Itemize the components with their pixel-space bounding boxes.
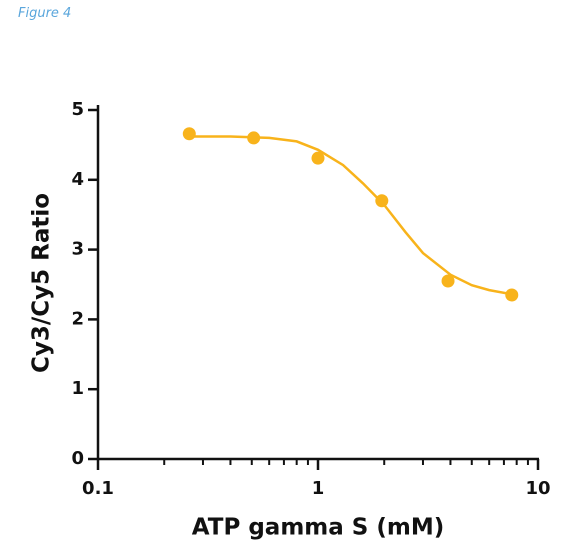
fit-curve xyxy=(189,135,513,296)
x-axis-title: ATP gamma S (mM) xyxy=(192,515,444,541)
data-point xyxy=(247,131,261,145)
data-point xyxy=(375,194,389,208)
y-tick-label: 0 xyxy=(71,448,84,469)
y-tick-label: 4 xyxy=(71,169,84,190)
x-tick-label: 0.1 xyxy=(82,478,114,499)
data-point xyxy=(311,151,325,165)
y-tick-label: 2 xyxy=(71,308,84,329)
figure-caption: Figure 4 xyxy=(18,6,72,21)
data-point xyxy=(505,288,519,302)
y-tick-label: 3 xyxy=(71,239,84,260)
y-tick-label: 1 xyxy=(71,378,84,399)
x-tick-label: 10 xyxy=(525,478,550,499)
y-axis-title: Cy3/Cy5 Ratio xyxy=(29,193,55,373)
y-tick-label: 5 xyxy=(71,99,84,120)
data-point xyxy=(182,127,196,141)
data-point xyxy=(441,274,455,288)
x-tick-label: 1 xyxy=(312,478,325,499)
